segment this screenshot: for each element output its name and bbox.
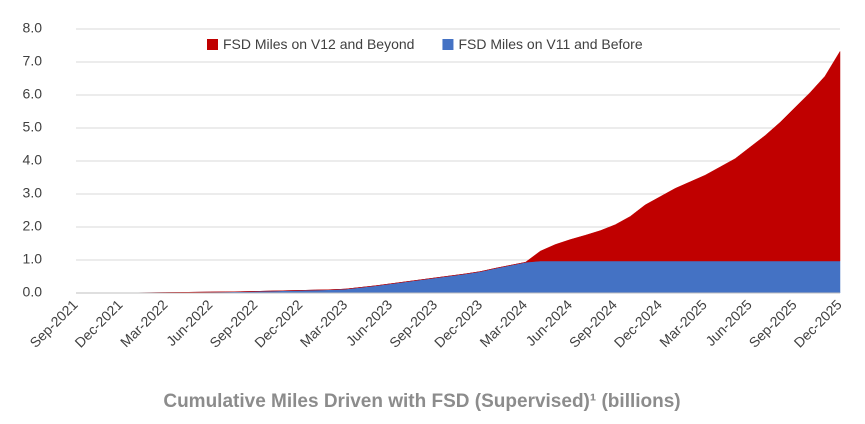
x-tick-label: Mar-2022 [117, 296, 171, 350]
y-tick-label: 2.0 [23, 218, 43, 234]
y-tick-label: 8.0 [23, 20, 43, 36]
y-tick-label: 3.0 [23, 185, 43, 201]
y-tick-label: 1.0 [23, 251, 43, 267]
y-tick-label: 4.0 [23, 152, 43, 168]
area [75, 50, 841, 294]
x-tick-label: Sep-2023 [386, 296, 440, 350]
x-tick-label: Dec-2023 [431, 296, 485, 350]
legend-label: FSD Miles on V11 and Before [458, 36, 642, 52]
legend-label: FSD Miles on V12 and Beyond [223, 36, 414, 52]
y-tick-label: 0.0 [23, 284, 43, 300]
x-tick-label: Dec-2024 [611, 296, 665, 350]
x-tick-label: Dec-2021 [71, 296, 125, 350]
legend-swatch [442, 39, 454, 50]
x-tick-label: Sep-2022 [206, 296, 260, 350]
x-tick-label: Mar-2025 [656, 296, 710, 350]
chart-title: Cumulative Miles Driven with FSD (Superv… [163, 391, 680, 412]
legend-swatch [207, 39, 218, 50]
x-tick-label: Dec-2022 [251, 296, 305, 350]
area [75, 260, 841, 294]
y-tick-label: 5.0 [23, 119, 43, 135]
x-tick-label: Dec-2025 [791, 296, 845, 350]
x-tick-label: Sep-2025 [746, 296, 800, 350]
y-tick-label: 6.0 [23, 86, 43, 102]
x-tick-label: Sep-2021 [26, 296, 80, 350]
x-tick-label: Mar-2023 [297, 296, 351, 350]
x-tick-label: Sep-2024 [566, 296, 620, 350]
y-tick-label: 7.0 [23, 53, 43, 69]
x-tick-label: Mar-2024 [476, 296, 530, 350]
